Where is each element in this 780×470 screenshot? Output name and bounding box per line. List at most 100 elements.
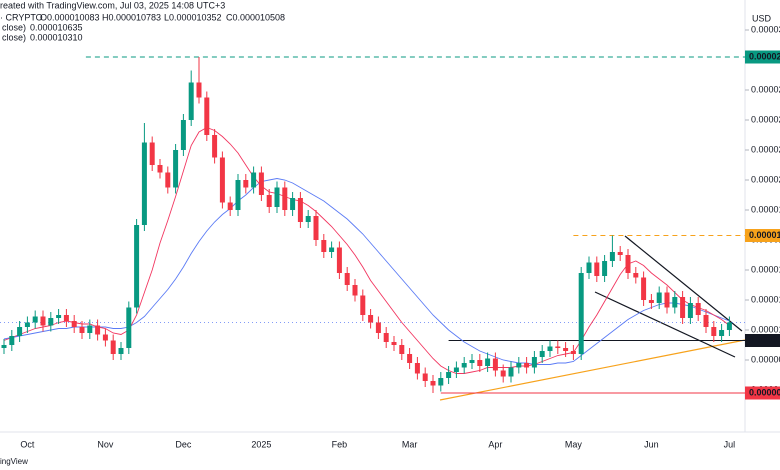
ohlc-value: L0.000010352 [164, 12, 222, 22]
candle-body [204, 97, 210, 135]
candle-body [251, 172, 257, 188]
candle-body [687, 303, 693, 318]
candle-body [391, 342, 397, 345]
candle-body [438, 378, 444, 386]
candle-body [102, 334, 108, 341]
candle-body [188, 82, 194, 120]
y-tick-label: 0.00002 [751, 84, 780, 94]
candle-body [547, 346, 553, 351]
candle-body [578, 273, 584, 354]
candle-body [539, 351, 545, 357]
source: reated with TradingView.com, Jul 03, 202… [0, 0, 225, 10]
candle-body [282, 187, 288, 210]
x-tick-label: May [565, 439, 583, 449]
candle-body [563, 348, 569, 351]
candle-body [602, 261, 608, 276]
candle-body [407, 354, 413, 363]
x-tick-label: Jul [724, 439, 736, 449]
x-tick-label: Feb [332, 439, 348, 449]
candle-body [79, 327, 85, 333]
candle-body [274, 187, 280, 207]
candle-body [48, 318, 54, 326]
x-tick-label: Nov [97, 439, 114, 449]
candle-body [399, 345, 405, 354]
candle-body [609, 252, 615, 261]
level-label: 0.00000 [749, 387, 780, 397]
legend-name: close) [2, 22, 26, 32]
footer: ingView [0, 457, 28, 466]
moving-average [3, 178, 730, 365]
candle-body [71, 321, 77, 327]
candle-body [180, 120, 186, 150]
level-box [745, 50, 780, 64]
candle-body [118, 348, 124, 354]
candle-body [492, 358, 498, 371]
candle-body [414, 363, 420, 374]
y-tick-label: 0.00002 [751, 114, 780, 124]
candle-body [594, 262, 600, 276]
candle-body [1, 345, 7, 348]
candle-body [141, 142, 147, 225]
candle-body [235, 180, 241, 210]
candle-body [165, 172, 171, 188]
symbol: · CRYPTO [0, 12, 43, 22]
candle-body [227, 202, 233, 210]
level-box [745, 229, 780, 242]
candle-body [63, 315, 69, 321]
candle-body [173, 150, 179, 188]
candle-body [32, 316, 38, 323]
candle-body [212, 135, 218, 158]
trendline [624, 235, 743, 332]
y-tick-label: 0.00001 [751, 264, 780, 274]
candle-body [461, 363, 467, 368]
candle-body [617, 252, 623, 255]
candle-body [711, 327, 717, 336]
x-tick-label: Oct [20, 439, 35, 449]
candle-body [430, 381, 436, 386]
candle-body [24, 322, 30, 327]
candle-body [719, 330, 725, 336]
trendline [594, 291, 736, 358]
y-tick-label: 0.00002 [751, 174, 780, 184]
candle-body [726, 322, 732, 330]
candle-body [87, 325, 93, 333]
candle-body [453, 367, 459, 372]
legend-value: 0.000010635 [30, 22, 83, 32]
candle-body [266, 195, 272, 207]
candle-body [329, 247, 335, 252]
candle-body [500, 370, 506, 377]
candle-body [703, 315, 709, 327]
x-tick-label: 2025 [251, 439, 271, 449]
level-box [745, 334, 780, 347]
candle-body [524, 363, 530, 368]
candle-body [477, 360, 483, 366]
currency: USD [752, 13, 772, 23]
ohlc-value: C0.000010508 [226, 12, 285, 22]
candle-body [290, 198, 296, 210]
level-label: 0.00002 [749, 51, 780, 61]
y-tick-label: 0.00003 [751, 24, 780, 34]
candle-body [555, 346, 561, 348]
y-tick-label: 0.00000 [751, 354, 780, 364]
candle-body [446, 372, 452, 378]
y-tick-label: 0.00002 [751, 144, 780, 154]
y-tick-label: 0.00001 [751, 294, 780, 304]
candle-body [17, 327, 23, 336]
level-label: 0.00001 [749, 230, 780, 240]
candle-body [383, 333, 389, 342]
candle-body [219, 157, 225, 203]
candle-body [321, 240, 327, 252]
ohlc-value: H0.000010783 [102, 12, 161, 22]
candle-body [641, 277, 647, 300]
candle-body [40, 316, 46, 326]
candle-body [305, 216, 311, 222]
candle-body [469, 360, 475, 363]
candle-body [633, 273, 639, 278]
candle-body [485, 358, 491, 366]
legend-name: close) [2, 32, 26, 42]
candle-body [360, 295, 366, 315]
level-label: 0.00000 [749, 335, 780, 345]
candle-body [680, 297, 686, 318]
candle-body [586, 262, 592, 273]
candle-body [149, 142, 155, 165]
